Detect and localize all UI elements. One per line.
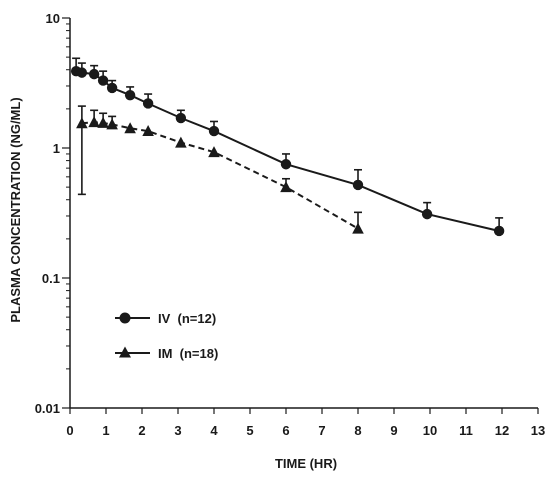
data-point-im bbox=[97, 116, 109, 128]
axes bbox=[69, 18, 538, 409]
legend-marker-iv bbox=[119, 312, 131, 324]
x-tick-label: 0 bbox=[66, 423, 73, 438]
x-axis-label: TIME (HR) bbox=[275, 456, 337, 471]
x-tick-label: 2 bbox=[138, 423, 145, 438]
y-tick-label: 0.1 bbox=[42, 271, 60, 286]
x-tick-label: 4 bbox=[210, 423, 218, 438]
y-ticks: 0.01 0.1 1 10 bbox=[35, 11, 70, 416]
legend-item-iv: IV (n=12) bbox=[115, 311, 216, 326]
legend-marker-im bbox=[119, 346, 131, 358]
data-point-iv bbox=[208, 125, 220, 137]
data-point-iv bbox=[142, 98, 154, 109]
y-axis-label: PLASMA CONCENTRATION (NG/ML) bbox=[8, 97, 23, 322]
data-point-im bbox=[76, 117, 88, 129]
data-point-im bbox=[208, 146, 220, 158]
data-point-iv bbox=[493, 225, 505, 237]
y-tick-label: 0.01 bbox=[35, 401, 60, 416]
legend-label-iv: IV (n=12) bbox=[158, 311, 216, 326]
x-tick-label: 12 bbox=[495, 423, 509, 438]
data-point-iv bbox=[88, 68, 100, 80]
data-point-iv bbox=[76, 67, 88, 78]
data-point-iv bbox=[106, 82, 118, 94]
y-tick-label: 1 bbox=[53, 141, 60, 156]
x-tick-label: 9 bbox=[390, 423, 397, 438]
legend-label-im: IM (n=18) bbox=[158, 346, 218, 361]
series-line-iv bbox=[75, 70, 500, 232]
x-tick-label: 1 bbox=[102, 423, 109, 438]
y-tick-label: 10 bbox=[46, 11, 60, 26]
x-tick-label: 6 bbox=[282, 423, 289, 438]
x-tick-label: 7 bbox=[318, 423, 325, 438]
data-point-im bbox=[352, 222, 364, 234]
data-point-im bbox=[280, 181, 292, 193]
data-point-iv bbox=[124, 89, 136, 101]
x-tick-label: 11 bbox=[459, 423, 473, 438]
series-layer bbox=[70, 57, 505, 237]
data-point-im bbox=[88, 116, 100, 128]
series-im bbox=[76, 105, 364, 234]
series-iv bbox=[70, 57, 505, 237]
x-ticks: 0 1 2 3 4 5 6 7 8 9 10 11 12 13 bbox=[66, 408, 545, 438]
x-tick-label: 3 bbox=[174, 423, 181, 438]
data-point-im bbox=[106, 118, 118, 130]
series-line-im bbox=[81, 121, 359, 230]
x-tick-label: 13 bbox=[531, 423, 545, 438]
data-point-iv bbox=[352, 179, 364, 191]
legend: IV (n=12) IM (n=18) bbox=[115, 311, 218, 361]
data-point-im bbox=[175, 136, 187, 148]
data-point-iv bbox=[97, 75, 109, 86]
data-point-iv bbox=[280, 159, 292, 170]
x-tick-label: 10 bbox=[423, 423, 437, 438]
data-point-iv bbox=[421, 208, 433, 220]
data-point-im bbox=[142, 125, 154, 137]
x-tick-label: 8 bbox=[354, 423, 361, 438]
legend-item-im: IM (n=18) bbox=[115, 346, 218, 361]
data-point-iv bbox=[175, 112, 187, 124]
data-point-im bbox=[124, 122, 136, 134]
x-tick-label: 5 bbox=[246, 423, 253, 438]
